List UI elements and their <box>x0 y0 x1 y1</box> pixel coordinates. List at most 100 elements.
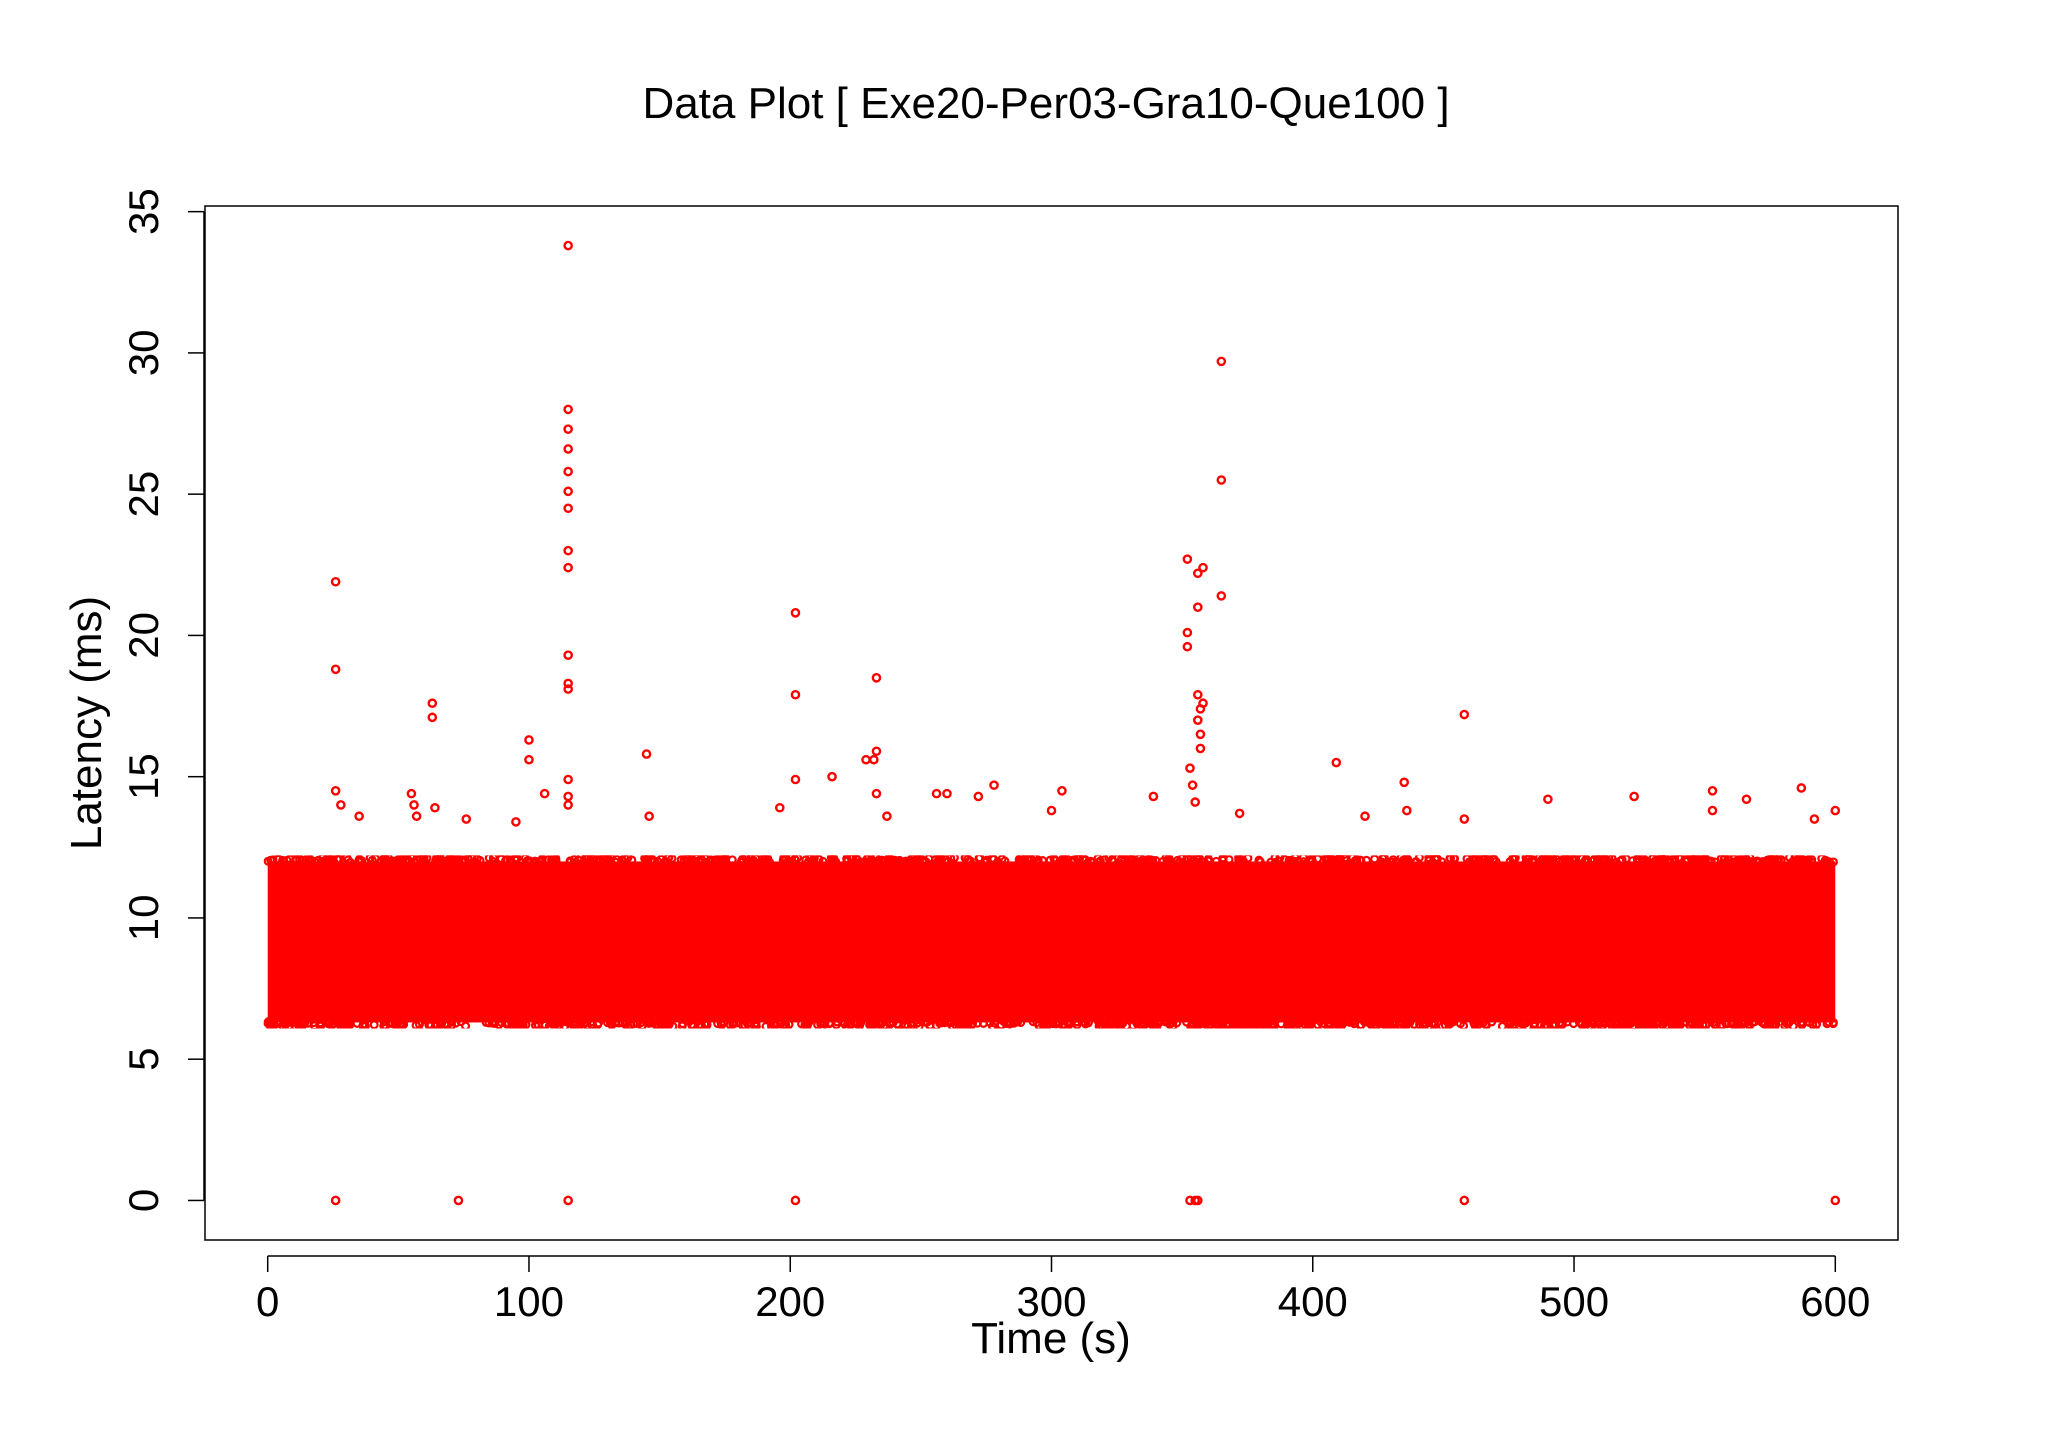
band-edge-point <box>1409 1019 1419 1029</box>
band-edge-point <box>1700 1020 1710 1029</box>
band-edge-point <box>855 1021 865 1029</box>
band-edge-point <box>342 855 352 863</box>
band-edge-point <box>868 1017 878 1027</box>
y-tick-label: 5 <box>120 1048 167 1071</box>
x-tick-label: 100 <box>494 1278 564 1325</box>
band-edge-point <box>411 855 421 865</box>
band-edge-point <box>1431 855 1441 863</box>
band-edge-point <box>1130 857 1140 867</box>
band-edge-point <box>1370 855 1380 864</box>
band-edge-point <box>1411 857 1421 867</box>
band-edge-point <box>885 1019 895 1029</box>
band-edge-point <box>1095 1018 1105 1028</box>
band-edge-point <box>809 855 819 863</box>
band-edge-point <box>1188 856 1198 866</box>
band-edge-point <box>1744 1021 1754 1029</box>
band-edge-point <box>381 1021 391 1029</box>
data-point <box>1190 797 1200 807</box>
data-point <box>644 811 654 822</box>
y-tick-label: 25 <box>120 471 167 518</box>
band-edge-point <box>844 1019 854 1029</box>
band-edge-point <box>1146 1019 1156 1029</box>
data-point <box>563 800 573 810</box>
band-edge-point <box>567 1019 577 1029</box>
band-edge-point <box>1015 856 1025 866</box>
data-point <box>1741 794 1752 805</box>
band-edge-point <box>303 1018 313 1028</box>
band-edge-point <box>842 855 852 864</box>
band-edge-point <box>652 856 662 866</box>
band-edge-point <box>1203 855 1213 864</box>
band-edge-point <box>1222 1019 1232 1029</box>
band-edge-point <box>1366 1020 1376 1029</box>
data-point <box>1182 554 1193 564</box>
band-edge-point <box>1765 1021 1775 1029</box>
x-axis-label: Time (s) <box>971 1314 1131 1363</box>
band-edge-point <box>1250 1017 1260 1027</box>
band-edge-point <box>1243 855 1253 863</box>
band-edge-point <box>1583 856 1593 866</box>
data-point <box>871 672 882 683</box>
band-edge-point <box>1648 855 1658 863</box>
band-edge-point <box>751 855 761 863</box>
data-point <box>1830 805 1841 816</box>
band-edge-point <box>1708 1017 1718 1027</box>
data-point <box>524 735 534 745</box>
band-edge-point <box>1539 1021 1549 1029</box>
band-edge-point <box>461 1021 471 1029</box>
band-edge-point <box>957 1019 967 1029</box>
band-edge-point <box>757 857 767 867</box>
x-tick-label: 300 <box>1016 1278 1086 1325</box>
data-point <box>427 698 438 709</box>
band-edge-point <box>1132 1019 1142 1029</box>
band-edge-point <box>713 1019 723 1029</box>
band-edge-point <box>456 1017 466 1027</box>
band-edge-point <box>501 856 511 866</box>
band-edge-point <box>1183 855 1193 864</box>
data-point <box>1216 591 1227 601</box>
band-edge-point <box>1318 1021 1328 1029</box>
data-point <box>1399 777 1410 788</box>
data-point <box>563 562 573 573</box>
band-edge-point <box>1064 1020 1074 1029</box>
band-edge-point <box>1683 856 1693 866</box>
data-point <box>1193 602 1203 612</box>
band-edge-point <box>1520 1018 1530 1028</box>
band-edge-point <box>1161 855 1171 863</box>
band-edge-point <box>901 856 911 866</box>
band-edge-point <box>681 855 691 863</box>
data-point <box>861 754 871 765</box>
band-edge-point <box>1610 1017 1620 1027</box>
band-edge-point <box>1026 855 1036 865</box>
data-point <box>1148 791 1159 802</box>
band-edge-point <box>1218 855 1228 865</box>
band-edge-point <box>1752 856 1762 866</box>
band-edge-point <box>1394 1020 1404 1029</box>
data-point <box>1182 627 1193 638</box>
band-edge-point <box>1628 1021 1638 1029</box>
data-point <box>882 811 892 822</box>
band-edge-point <box>651 1019 661 1029</box>
data-point <box>871 788 882 799</box>
y-tick-label: 0 <box>120 1189 167 1212</box>
band-edge-point <box>1620 1019 1630 1029</box>
band-edge-point <box>1666 1019 1676 1029</box>
band-edge-point <box>1637 857 1647 867</box>
band-edge-point <box>660 1020 670 1029</box>
band-edge-point <box>649 856 659 866</box>
band-edge-point <box>1825 857 1835 867</box>
band-edge-point <box>1577 1020 1587 1029</box>
band-edge-point <box>656 1020 666 1029</box>
data-point <box>1046 805 1057 816</box>
data-point <box>563 1195 573 1206</box>
band-edge-point <box>1039 1020 1049 1029</box>
band-edge-point <box>488 1018 498 1028</box>
data-point <box>1193 1195 1203 1206</box>
band-edge-point <box>1266 1021 1276 1029</box>
data-point <box>330 786 341 796</box>
band-edge-point <box>475 855 485 865</box>
band-edge-point <box>1175 857 1185 867</box>
band-edge-point <box>458 855 468 865</box>
band-edge-point <box>761 1021 771 1029</box>
band-edge-point <box>1455 1019 1465 1029</box>
